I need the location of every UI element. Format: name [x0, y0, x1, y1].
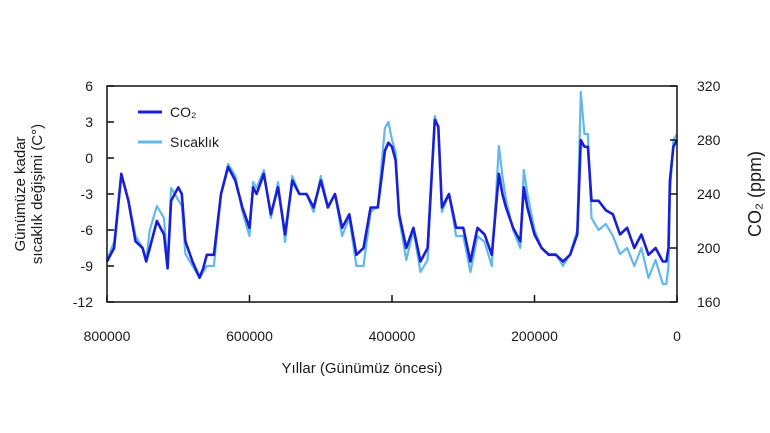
y-left-axis-title-line: Günümüze kadar — [12, 136, 29, 251]
y-left-axis-title: Günümüze kadarsıcaklık değişimi (C°) — [12, 124, 46, 264]
legend: CO₂ Sıcaklık — [138, 104, 220, 150]
y-left-tick-label: 6 — [85, 78, 93, 94]
y-left-tick-label: -6 — [81, 222, 94, 238]
x-tick-label: 400000 — [369, 328, 416, 344]
axis-titles: Yıllar (Günümüz öncesi) Günümüze kadarsıc… — [12, 124, 765, 377]
x-tick-label: 0 — [673, 328, 681, 344]
y-left-axis-title-line: sıcaklık değişimi (C°) — [29, 124, 46, 264]
y-left-tick-label: -3 — [81, 186, 94, 202]
y-left-tick-label: -9 — [81, 258, 94, 274]
y-right-tick-label: 240 — [697, 186, 721, 202]
axes-layer: 6 3 0 -3 -6 -9 -12 320 280 240 200 160 800000 600000 4… — [73, 78, 721, 344]
series-layer — [105, 90, 679, 286]
y-left-tick-label: 3 — [85, 114, 93, 130]
y-right-tick-label: 320 — [697, 78, 721, 94]
y-right-tick-label: 280 — [697, 132, 721, 148]
x-tick-label: 600000 — [226, 328, 273, 344]
series-line-co2 — [105, 118, 679, 280]
y-left-tick-label: -12 — [73, 294, 93, 310]
x-tick-label: 200000 — [511, 328, 558, 344]
y-left-tick-label: 0 — [85, 150, 93, 166]
legend-label-temperature: Sıcaklık — [170, 134, 220, 150]
y-right-axis-title: CO₂ (ppm) — [745, 151, 765, 237]
y-right-tick-label: 160 — [697, 294, 721, 310]
x-axis-title: Yıllar (Günümüz öncesi) — [282, 360, 443, 377]
x-tick-label: 800000 — [84, 328, 131, 344]
y-right-tick-label: 200 — [697, 240, 721, 256]
legend-label-co2: CO₂ — [170, 104, 196, 120]
